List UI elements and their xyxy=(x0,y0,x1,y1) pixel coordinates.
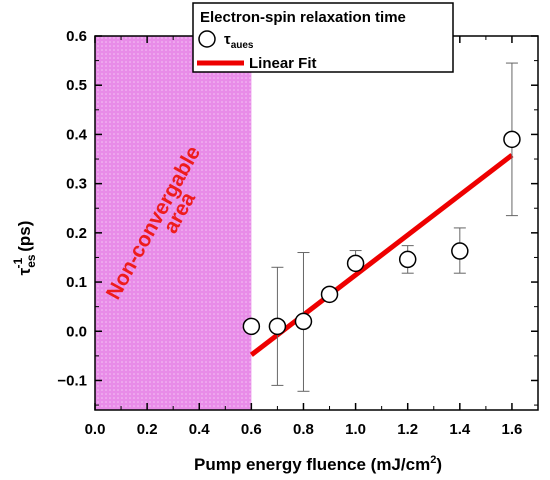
y-tick-label: 0.1 xyxy=(66,274,87,291)
y-tick-label: 0.0 xyxy=(66,323,87,340)
x-tick-label: 1.6 xyxy=(502,421,523,438)
x-tick-label: 0.4 xyxy=(189,421,211,438)
x-axis-title: Pump energy fluence (mJ/cm2) xyxy=(194,454,442,474)
data-point xyxy=(294,312,313,331)
legend-marker-circle xyxy=(198,30,216,48)
y-axis-title: τes-1(ps) xyxy=(11,221,38,276)
y-tick-label: 0.5 xyxy=(66,77,87,94)
legend-title: Electron-spin relaxation time xyxy=(200,9,406,26)
x-tick-label: 1.4 xyxy=(449,421,471,438)
data-point xyxy=(346,254,365,273)
y-tick-label: −0.1 xyxy=(57,372,87,389)
x-tick-label: 1.2 xyxy=(397,421,418,438)
shaded-region-rect xyxy=(95,36,252,410)
data-points xyxy=(242,130,521,336)
data-point xyxy=(268,317,287,336)
error-bars xyxy=(271,62,518,392)
y-axis: −0.1 0.0 0.1 0.2 0.3 0.4 0.5 0.6 xyxy=(57,28,538,406)
x-tick-label: 0.6 xyxy=(241,421,262,438)
x-tick-label: 0.8 xyxy=(293,421,314,438)
data-point xyxy=(242,317,261,336)
data-point xyxy=(451,242,469,260)
y-tick-label: 0.3 xyxy=(66,176,87,193)
non-convergable-area xyxy=(95,36,252,410)
data-point xyxy=(320,285,339,304)
data-point xyxy=(503,130,521,149)
legend: Electron-spin relaxation time τaues Line… xyxy=(192,2,454,73)
y-tick-label: 0.4 xyxy=(66,126,88,143)
y-tick-label: 0.6 xyxy=(66,28,87,45)
data-point xyxy=(398,250,417,269)
x-tick-label: 1.0 xyxy=(345,421,366,438)
x-tick-label: 0.0 xyxy=(85,421,106,438)
fit-layer xyxy=(249,153,514,357)
legend-entry-2-label: Linear Fit xyxy=(249,55,317,72)
x-axis: 0.0 0.2 0.4 0.6 0.8 1.0 1.2 1.4 1.6 xyxy=(85,36,539,438)
x-tick-label: 0.2 xyxy=(137,421,158,438)
y-tick-label: 0.2 xyxy=(66,225,87,242)
fit-line xyxy=(249,153,514,357)
legend-entry-1-label: τaues xyxy=(224,31,254,51)
